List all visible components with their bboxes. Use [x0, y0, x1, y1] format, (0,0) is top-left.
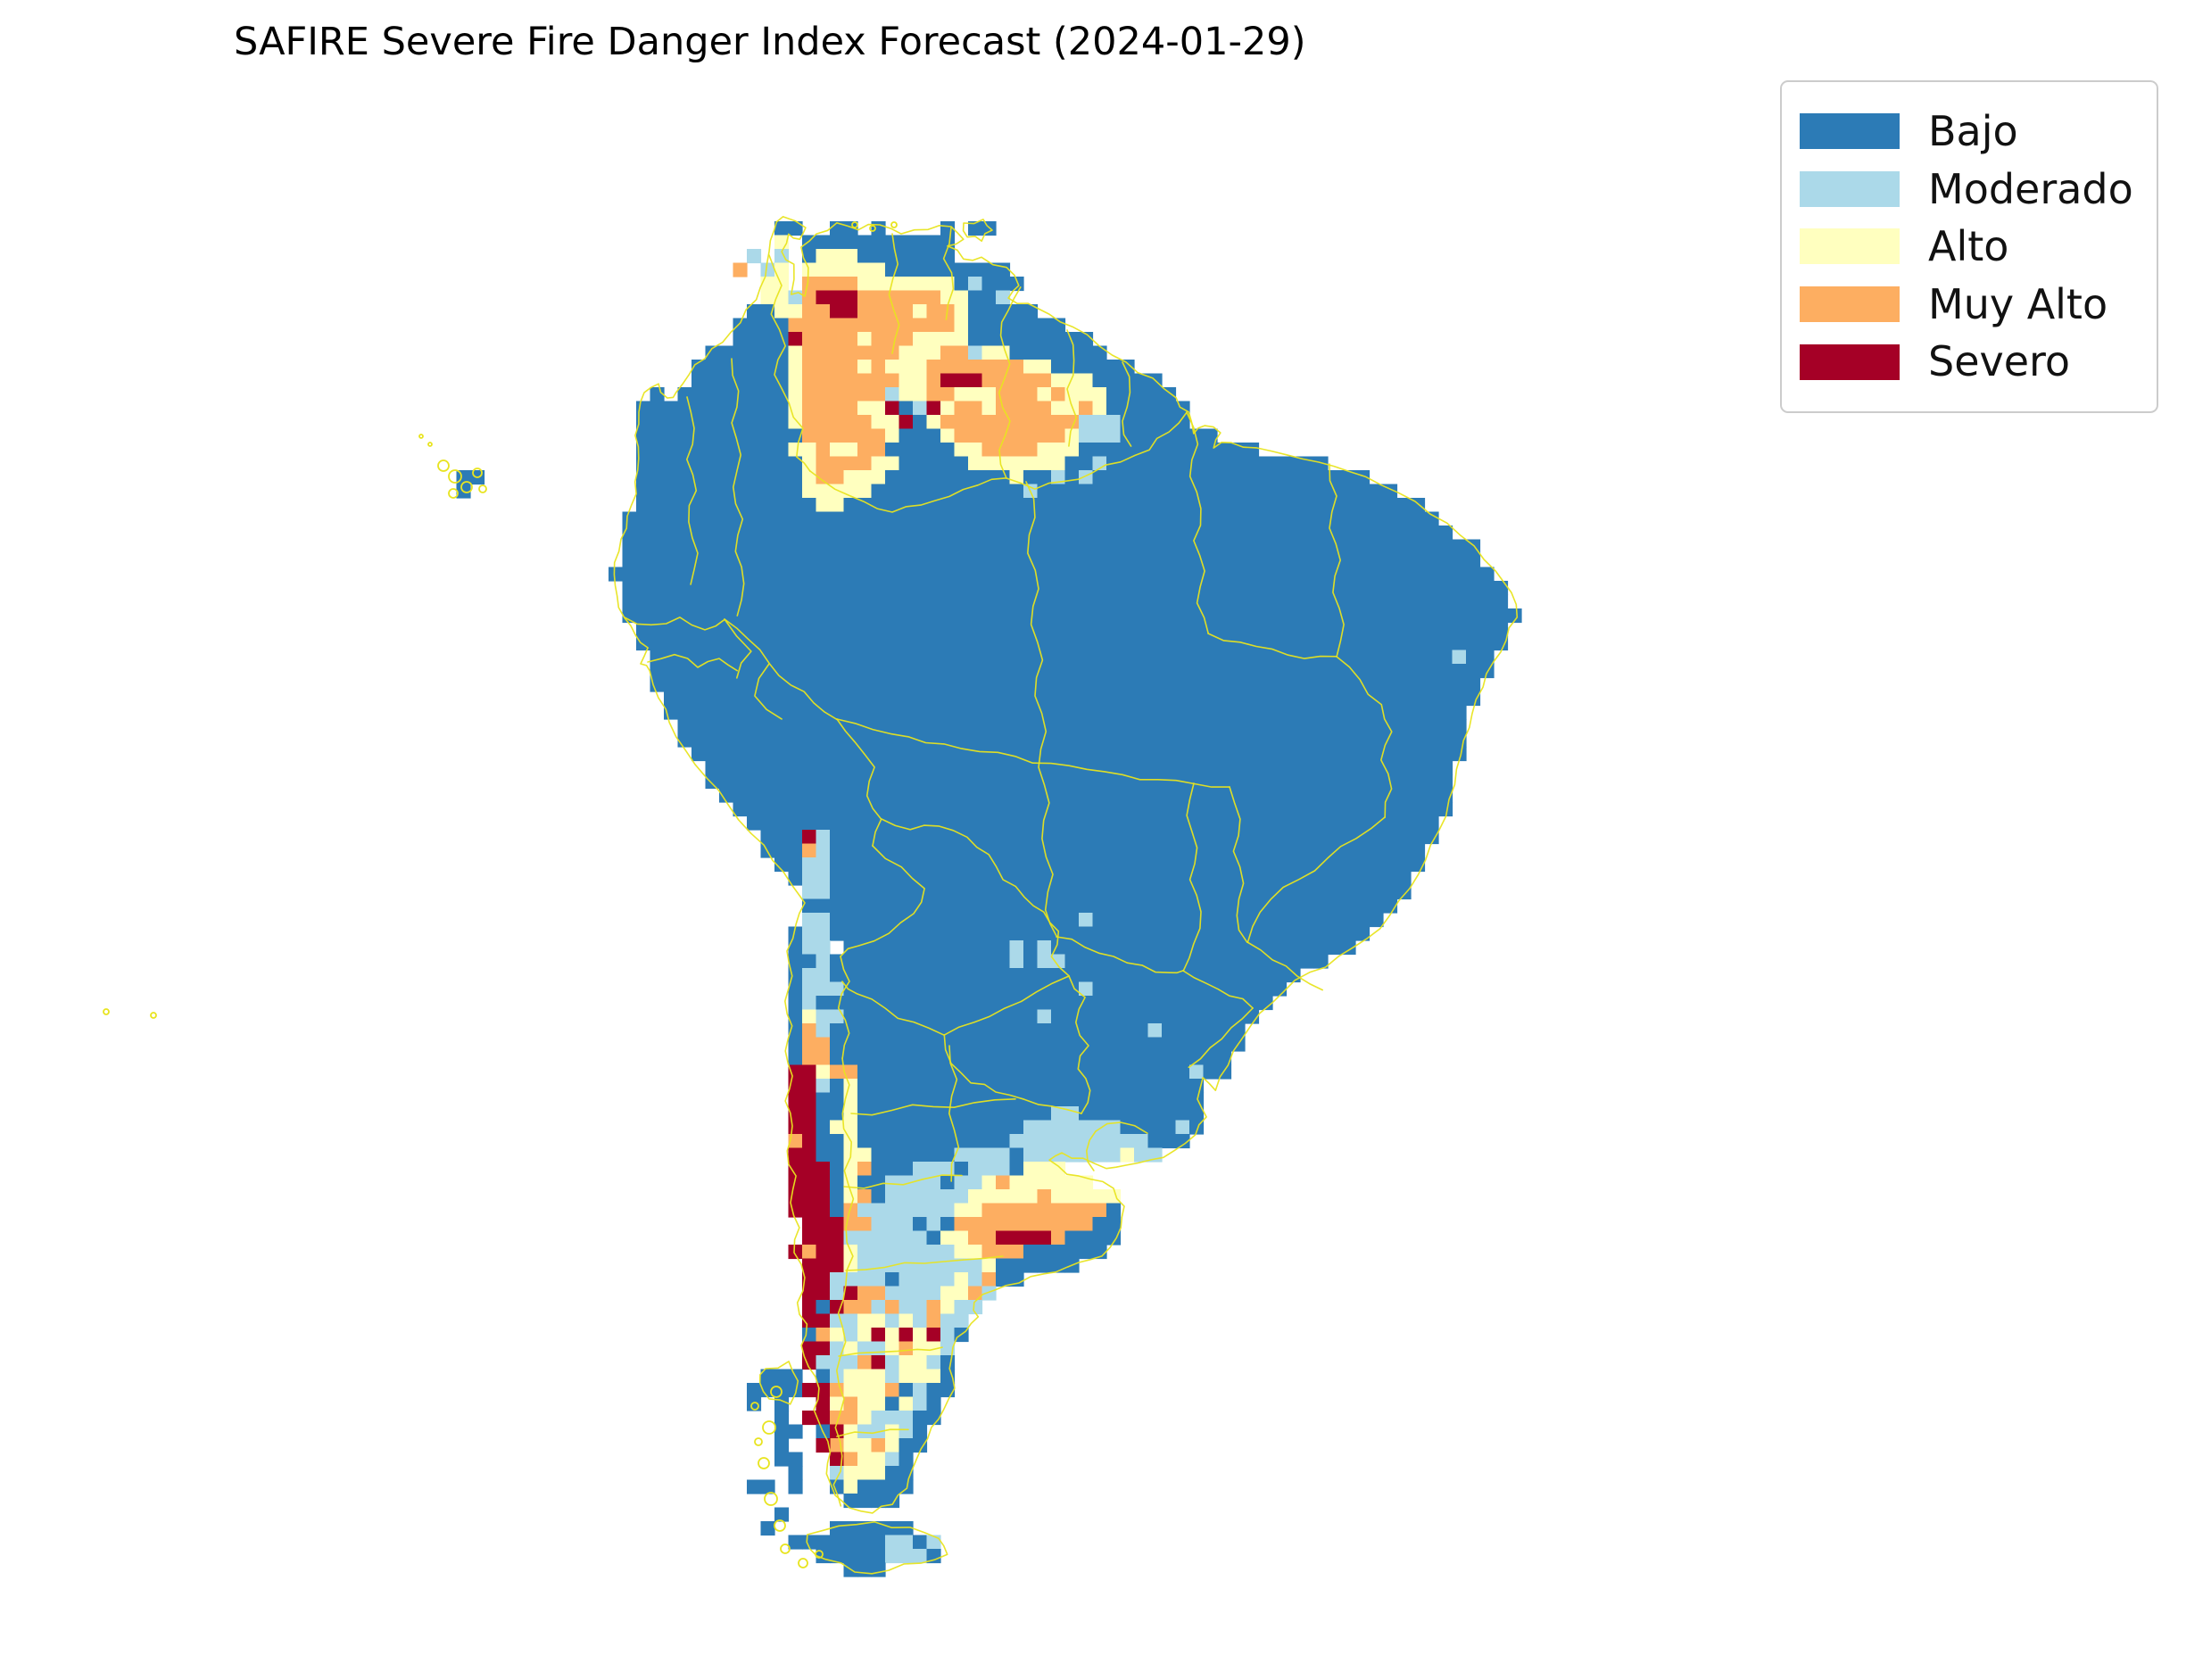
legend-swatch-alto [1800, 228, 1900, 265]
legend-label: Muy Alto [1928, 279, 2108, 328]
danger-raster-cells [456, 221, 1522, 1577]
legend-swatch-severo [1800, 343, 1900, 380]
small-island-outlines [103, 221, 898, 1568]
legend-item-alto: Alto [1800, 224, 2133, 269]
page-title: SAFIRE Severe Fire Danger Index Forecast… [234, 20, 1306, 64]
legend-item-moderado: Moderado [1800, 164, 2133, 213]
legend-label: Severo [1928, 337, 2071, 386]
admin-borders [624, 227, 1393, 1507]
legend-label: Moderado [1928, 164, 2133, 213]
legend-label: Bajo [1928, 107, 2018, 155]
legend-swatch-bajo [1800, 113, 1900, 150]
legend-swatch-moderado [1800, 170, 1900, 207]
legend-box: Bajo Moderado Alto Muy Alto Severo [1780, 80, 2158, 413]
legend-item-severo: Severo [1800, 339, 2133, 385]
legend-label: Alto [1928, 222, 2009, 271]
legend-item-muy-alto: Muy Alto [1800, 282, 2133, 327]
legend-swatch-muy-alto [1800, 286, 1900, 323]
legend-item-bajo: Bajo [1800, 109, 2133, 154]
